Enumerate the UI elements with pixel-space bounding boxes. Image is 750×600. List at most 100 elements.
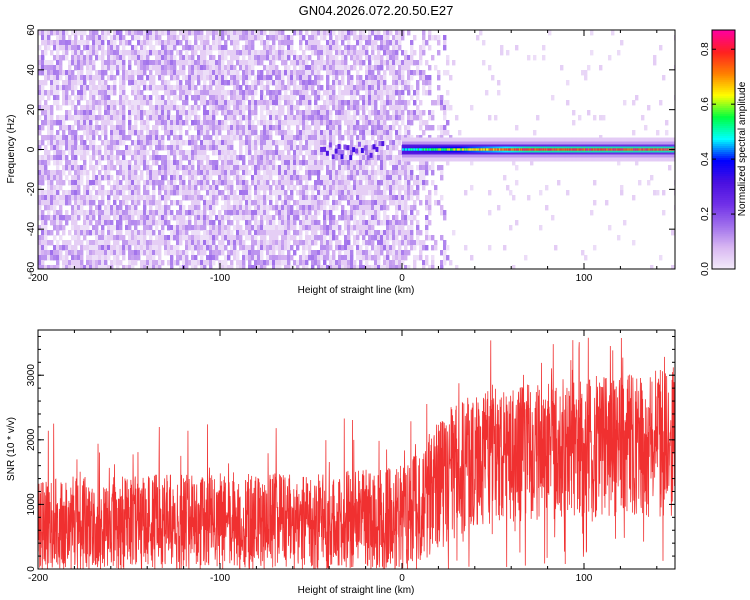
heatmap-cell [185, 165, 189, 171]
heatmap-cell [215, 120, 219, 126]
heatmap-cell [377, 90, 381, 96]
heatmap-cell [191, 235, 195, 241]
heatmap-cell [320, 140, 324, 146]
heatmap-cell [350, 175, 354, 181]
heatmap-cell [41, 55, 45, 61]
heatmap-cell [164, 50, 168, 56]
heatmap-cell [332, 180, 336, 186]
heatmap-cell [371, 110, 375, 116]
heatmap-cell [356, 50, 360, 56]
heatmap-cell [107, 40, 111, 46]
heatmap-cell [212, 150, 216, 156]
heatmap-cell [224, 230, 228, 236]
heatmap-cell [107, 55, 111, 61]
heatmap-cell [365, 105, 369, 111]
heatmap-cell [44, 220, 48, 226]
heatmap-cell [107, 190, 111, 196]
heatmap-cell [71, 155, 75, 161]
heatmap-cell [338, 120, 342, 126]
heatmap-cell [179, 205, 183, 211]
heatmap-cell [188, 210, 192, 216]
heatmap-cell [110, 135, 114, 141]
heatmap-cell [290, 135, 294, 141]
heatmap-cell [131, 265, 135, 269]
heatmap-cell [53, 175, 57, 181]
heatmap-cell [365, 160, 369, 166]
heatmap-cell [269, 65, 273, 71]
heatmap-cell [272, 105, 276, 111]
heatmap-cell [89, 190, 93, 196]
heatmap-cell [365, 220, 369, 226]
heatmap-cell [206, 125, 210, 131]
heatmap-cell [218, 250, 222, 256]
heatmap-cell [284, 65, 288, 71]
heatmap-cell [338, 105, 342, 111]
heatmap-cell [197, 145, 201, 151]
heatmap-cell [212, 100, 216, 106]
heatmap-cell [275, 130, 279, 136]
heatmap-cell [227, 125, 231, 131]
heatmap-cell [215, 135, 219, 141]
heatmap-cell [128, 60, 132, 66]
heatmap-cell [329, 220, 333, 226]
heatmap-cell [65, 260, 69, 266]
heatmap-cell [50, 105, 54, 111]
heatmap-cell [242, 260, 246, 266]
heatmap-cell [314, 30, 318, 36]
heatmap-cell [188, 75, 192, 81]
heatmap-cell [197, 210, 201, 216]
figure-title: GN04.2026.072.20.50.E27 [299, 3, 454, 18]
heatmap-cell [194, 175, 198, 181]
heatmap-cell [50, 120, 54, 126]
heatmap-cell [53, 245, 57, 251]
heatmap-cell [59, 145, 63, 151]
heatmap-cell [215, 180, 219, 186]
heatmap-cell [347, 175, 351, 181]
heatmap-cell [41, 90, 45, 96]
heatmap-cell [398, 130, 402, 136]
heatmap-cell [137, 250, 141, 256]
heatmap-cell [410, 225, 414, 231]
heatmap-cell [245, 215, 249, 221]
heatmap-cell [275, 145, 279, 151]
heatmap-cell [218, 170, 222, 176]
heatmap-cell [224, 115, 228, 121]
heatmap-cell [296, 90, 300, 96]
heatmap-cell [104, 190, 108, 196]
heatmap-cell [197, 35, 201, 41]
heatmap-cell [107, 160, 111, 166]
heatmap-cell [401, 260, 405, 266]
heatmap-cell [380, 45, 384, 51]
heatmap-cell [317, 115, 321, 121]
heatmap-cell [116, 180, 120, 186]
heatmap-cell [101, 250, 105, 256]
heatmap-cell [293, 30, 297, 36]
heatmap-cell [299, 60, 303, 66]
heatmap-cell [389, 85, 393, 91]
heatmap-cell [125, 150, 129, 156]
heatmap-cell [92, 90, 96, 96]
heatmap-cell [110, 140, 114, 146]
heatmap-cell [50, 145, 54, 151]
heatmap-cell [101, 245, 105, 251]
heatmap-cell [161, 85, 165, 91]
heatmap-cell [242, 255, 246, 261]
heatmap-cell [320, 175, 324, 181]
heatmap-cell [251, 30, 255, 36]
heatmap-cell [389, 190, 393, 196]
heatmap-cell [158, 195, 162, 201]
heatmap-cell [356, 120, 360, 126]
heatmap-cell [203, 90, 207, 96]
heatmap-cell [221, 100, 225, 106]
heatmap-cell [110, 250, 114, 256]
heatmap-cell [284, 215, 288, 221]
heatmap-cell [98, 250, 102, 256]
heatmap-cell [212, 185, 216, 191]
heatmap-cell [278, 255, 282, 261]
heatmap-cell [425, 125, 429, 131]
heatmap-cell [395, 100, 399, 106]
heatmap-cell [239, 105, 243, 111]
heatmap-cell [152, 130, 156, 136]
heatmap-cell [254, 130, 258, 136]
heatmap-cell [179, 210, 183, 216]
